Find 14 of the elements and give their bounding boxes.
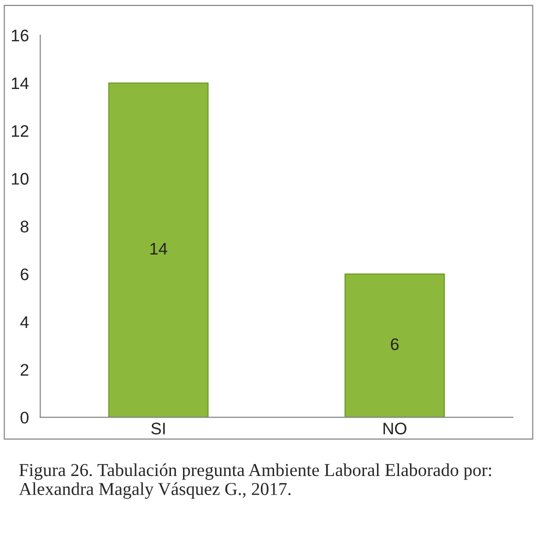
data-label: 14 (150, 243, 168, 254)
x-tick-label: SI (151, 422, 165, 434)
text: Figura 26. Tabulación pregunta Ambiente Laboral Elaborado por: Alexandra Magaly Vásquez G., 2017. (18, 463, 492, 499)
y-tick-label: 4 (20, 316, 29, 328)
data-label: 6 (390, 338, 399, 350)
y-tick-label: 6 (20, 268, 28, 280)
y-tick-label: 2 (20, 364, 28, 376)
y-tick-label: 8 (20, 220, 28, 232)
y-tick-label: 12 (12, 125, 28, 137)
y-tick-label: 16 (12, 30, 28, 42)
y-tick-label: 0 (20, 412, 29, 424)
y-tick-label: 10 (12, 172, 29, 185)
y-tick-label: 14 (12, 78, 29, 90)
x-tick-label: NO (384, 422, 406, 434)
